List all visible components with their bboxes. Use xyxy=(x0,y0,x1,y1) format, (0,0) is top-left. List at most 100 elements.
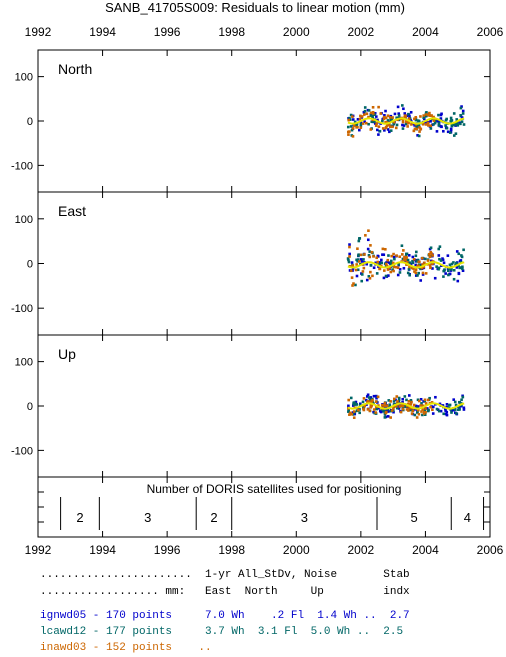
satellite-count: 2 xyxy=(210,510,217,525)
data-point xyxy=(426,398,430,402)
data-point xyxy=(366,393,370,397)
data-point xyxy=(384,109,387,113)
data-point xyxy=(411,261,415,265)
data-point xyxy=(346,257,350,260)
data-point xyxy=(413,117,416,121)
data-point xyxy=(457,272,461,276)
data-point xyxy=(387,123,391,127)
data-point xyxy=(444,412,448,416)
data-point xyxy=(368,409,372,413)
data-point xyxy=(442,412,446,416)
data-point xyxy=(384,126,388,130)
data-point xyxy=(381,127,385,130)
data-point xyxy=(422,265,426,269)
data-point xyxy=(375,122,379,125)
data-point xyxy=(450,124,454,127)
data-point xyxy=(375,115,378,118)
data-point xyxy=(409,110,413,114)
data-point xyxy=(355,274,359,278)
data-point xyxy=(374,400,378,403)
satellite-count: 3 xyxy=(301,510,308,525)
data-point xyxy=(390,409,394,412)
data-point xyxy=(403,255,406,259)
data-point xyxy=(377,125,381,128)
data-point xyxy=(377,133,380,136)
data-point xyxy=(406,258,410,262)
data-point xyxy=(349,125,353,128)
data-point xyxy=(461,112,465,115)
data-point xyxy=(408,265,411,269)
data-point xyxy=(398,268,402,271)
data-point xyxy=(390,259,393,263)
data-point xyxy=(448,263,452,267)
data-point xyxy=(381,253,384,256)
y-tick-label: 0 xyxy=(27,259,33,271)
data-point xyxy=(441,257,444,260)
x-tick-label-top: 2006 xyxy=(477,25,504,39)
data-point xyxy=(388,266,392,269)
table-header-1: ....................... 1-yr All_StDv, N… xyxy=(40,569,410,581)
x-tick-label-top: 1998 xyxy=(218,25,245,39)
data-point xyxy=(396,273,400,277)
data-point xyxy=(382,409,385,413)
data-point xyxy=(437,122,441,125)
data-point xyxy=(419,115,422,118)
data-point xyxy=(379,112,383,115)
data-point xyxy=(431,262,434,265)
data-point xyxy=(351,264,355,267)
data-point xyxy=(403,112,407,115)
data-point xyxy=(402,266,406,270)
data-point xyxy=(361,270,365,273)
data-point xyxy=(383,413,387,416)
data-point xyxy=(401,104,404,107)
data-point xyxy=(373,120,376,124)
data-point xyxy=(362,266,366,270)
data-point xyxy=(392,397,396,401)
data-point xyxy=(349,396,353,400)
data-point xyxy=(383,401,387,405)
data-point xyxy=(461,395,465,399)
data-point xyxy=(446,269,450,273)
data-point xyxy=(391,268,394,271)
data-point xyxy=(416,274,419,277)
data-point xyxy=(357,128,361,132)
data-point xyxy=(437,254,441,257)
data-point xyxy=(459,402,462,405)
data-point xyxy=(372,408,376,411)
data-point xyxy=(422,116,425,120)
data-point xyxy=(385,404,389,407)
data-point xyxy=(361,400,365,404)
data-point xyxy=(369,114,373,117)
data-point xyxy=(407,399,411,403)
data-point xyxy=(397,118,401,122)
table-row: ignwd05 - 170 points 7.0 Wh .2 Fl 1.4 Wh… xyxy=(40,610,410,622)
x-tick-label-bottom: 1992 xyxy=(25,543,52,557)
data-point xyxy=(444,272,447,275)
x-tick-label-top: 2000 xyxy=(283,25,310,39)
data-point xyxy=(385,124,389,128)
data-point xyxy=(455,250,459,253)
data-point xyxy=(363,106,367,109)
axis-labels: 1992199219941994199619961998199820002000… xyxy=(11,25,504,557)
data-point xyxy=(397,263,401,266)
data-point xyxy=(455,412,458,415)
data-point xyxy=(357,239,361,243)
data-point xyxy=(365,278,369,282)
data-point xyxy=(358,237,362,240)
data-point xyxy=(360,260,364,263)
data-point xyxy=(415,250,418,254)
data-point xyxy=(451,122,455,126)
data-point xyxy=(382,117,386,121)
data-point xyxy=(460,255,464,259)
data-point xyxy=(360,279,364,283)
data-point xyxy=(423,408,427,412)
data-point xyxy=(351,118,355,121)
data-point xyxy=(457,408,460,411)
x-tick-label-bottom: 1996 xyxy=(154,543,181,557)
satellite-count: 2 xyxy=(76,510,83,525)
data-point xyxy=(439,259,443,262)
data-point xyxy=(429,124,433,128)
data-point xyxy=(374,394,378,398)
data-point xyxy=(384,120,387,124)
data-point xyxy=(386,415,390,418)
